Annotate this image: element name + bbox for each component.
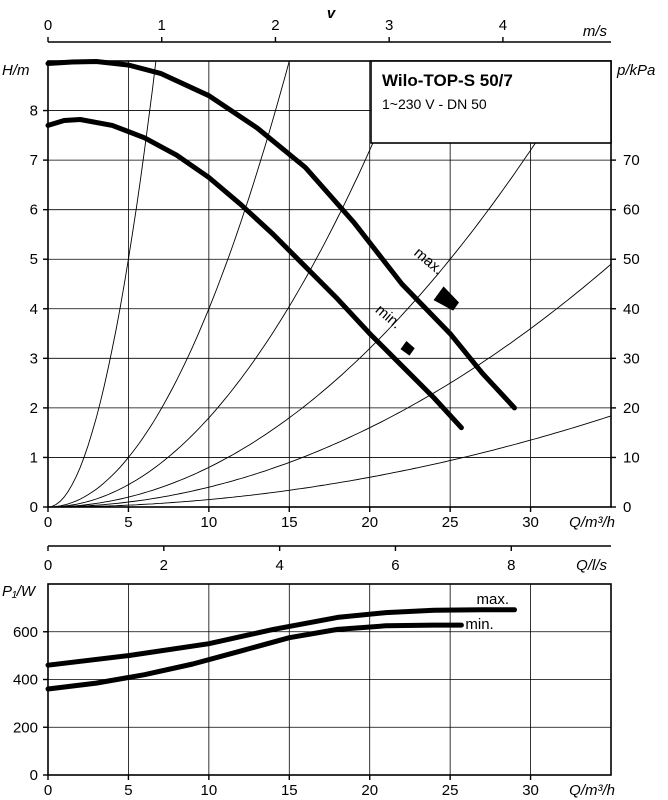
- y2-tick-label: 60: [623, 202, 640, 219]
- y2-tick-label: 20: [623, 400, 640, 417]
- x-tick-label: 0: [44, 782, 52, 799]
- y-tick-label: 7: [30, 152, 38, 169]
- title-box: Wilo-TOP-S 50/7 1~230 V - DN 50: [370, 60, 612, 144]
- x-tick-label: 25: [442, 782, 459, 799]
- y-tick-label: 0: [30, 499, 38, 516]
- flow-ls-tick-label: 2: [160, 557, 168, 574]
- upper-plot-frame: [47, 60, 612, 508]
- velocity-tick-label: 4: [499, 17, 507, 34]
- x-tick-label: 30: [522, 514, 539, 531]
- y2-tick-label: 10: [623, 449, 640, 466]
- y2-tick-label: 30: [623, 350, 640, 367]
- min-speed-marker-group: [400, 341, 415, 356]
- y-axis-title: P₁/W: [2, 583, 37, 600]
- system-curve: [48, 263, 612, 508]
- y2-axis-title: p/kPa: [616, 62, 655, 79]
- velocity-tick-label: 3: [385, 17, 393, 34]
- flow-ls-tick-label: 4: [275, 557, 283, 574]
- max-speed-marker-group: [433, 286, 460, 311]
- system-curve: [47, 60, 157, 508]
- x-tick-label: 30: [522, 782, 539, 799]
- title-box-frame: [370, 60, 612, 144]
- power-curve-min-speed: [45, 622, 464, 692]
- x-tick-label: 0: [44, 514, 52, 531]
- x-tick-label: 10: [201, 782, 218, 799]
- system-curve: [48, 60, 588, 508]
- y-tick-label: 1: [30, 449, 38, 466]
- chart-title: Wilo-TOP-S 50/7: [382, 71, 513, 90]
- max-speed-indicator-icon: [433, 286, 460, 311]
- x-tick-label: 15: [281, 782, 298, 799]
- max-speed-label: max.: [411, 244, 447, 278]
- y-tick-label: 0: [30, 767, 38, 784]
- y-tick-label: 400: [13, 672, 38, 689]
- y-tick-label: 600: [13, 624, 38, 641]
- x-axis-title: Q/m³/h: [569, 782, 615, 799]
- y-tick-label: 6: [30, 202, 38, 219]
- x-tick-label: 20: [361, 514, 378, 531]
- curve-min-speed: [45, 117, 464, 431]
- velocity-symbol: v: [327, 5, 337, 22]
- velocity-tick-label: 2: [271, 17, 279, 34]
- x-tick-label: 5: [124, 782, 132, 799]
- x-tick-label: 20: [361, 782, 378, 799]
- y-tick-label: 5: [30, 251, 38, 268]
- flow-ls-tick-label: 0: [44, 557, 52, 574]
- min-speed-label: min.: [372, 301, 405, 332]
- x-axis-title: Q/m³/h: [569, 514, 615, 531]
- flow-ls-tick-label: 6: [391, 557, 399, 574]
- y2-tick-label: 0: [623, 499, 631, 516]
- min-speed-indicator-icon: [400, 341, 415, 356]
- flow-ls-axis-label: Q/l/s: [576, 557, 607, 574]
- y2-tick-label: 70: [623, 152, 640, 169]
- system-curve: [47, 60, 409, 508]
- y-tick-label: 3: [30, 350, 38, 367]
- y-tick-label: 2: [30, 400, 38, 417]
- velocity-tick-label: 1: [158, 17, 166, 34]
- y-tick-label: 4: [30, 301, 38, 318]
- y-tick-label: 8: [30, 103, 38, 120]
- x-tick-label: 15: [281, 514, 298, 531]
- x-tick-label: 25: [442, 514, 459, 531]
- y-axis-title: H/m: [2, 62, 30, 79]
- x-tick-label: 10: [201, 514, 218, 531]
- y2-tick-label: 40: [623, 301, 640, 318]
- velocity-axis-label: m/s: [583, 23, 608, 40]
- power-curve-max-speed: [45, 607, 517, 668]
- velocity-tick-label: 0: [44, 17, 52, 34]
- y-tick-label: 200: [13, 719, 38, 736]
- y2-tick-label: 50: [623, 251, 640, 268]
- power-curve-label-max: max.: [476, 591, 509, 608]
- power-flow-chart: max. min. 0 200 400 600 0 5 10 15 20 25 30 0 2 4 6 8 Q/l/s…: [2, 545, 615, 799]
- system-curve: [47, 60, 290, 508]
- flow-ls-tick-label: 8: [507, 557, 515, 574]
- system-curve: [48, 415, 612, 508]
- chart-subtitle: 1~230 V - DN 50: [382, 96, 487, 112]
- x-tick-label: 5: [124, 514, 132, 531]
- power-curve-label-min: min.: [465, 616, 493, 633]
